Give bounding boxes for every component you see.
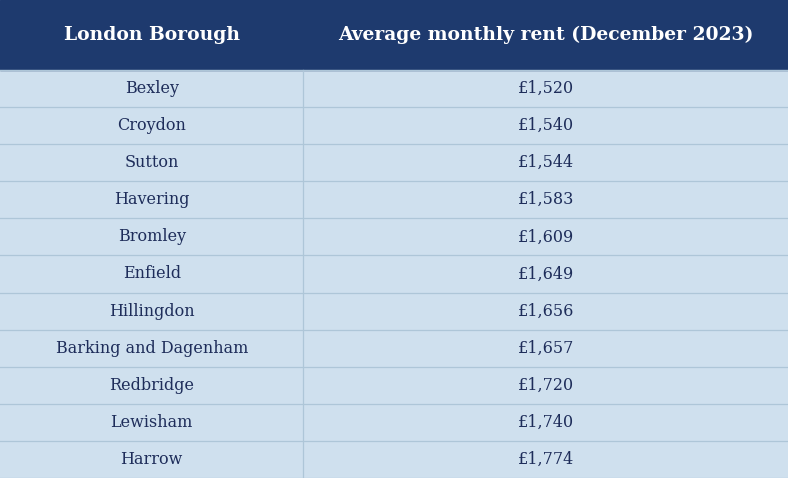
Text: £1,609: £1,609: [518, 228, 574, 245]
Text: Bromley: Bromley: [117, 228, 186, 245]
Text: £1,657: £1,657: [518, 340, 574, 357]
Text: £1,720: £1,720: [518, 377, 574, 394]
Text: £1,649: £1,649: [518, 265, 574, 282]
Bar: [0, 218, 788, 255]
Bar: [0, 367, 788, 404]
Text: Hillingdon: Hillingdon: [109, 303, 195, 320]
Text: Lewisham: Lewisham: [110, 414, 193, 431]
Text: £1,740: £1,740: [518, 414, 574, 431]
Text: £1,774: £1,774: [518, 451, 574, 468]
Bar: [0, 330, 788, 367]
Text: Sutton: Sutton: [125, 154, 179, 171]
Text: Redbridge: Redbridge: [110, 377, 194, 394]
Text: Harrow: Harrow: [121, 451, 183, 468]
Bar: [0, 181, 788, 218]
Bar: [0, 293, 788, 330]
Text: Croydon: Croydon: [117, 117, 186, 134]
Text: £1,583: £1,583: [518, 191, 574, 208]
Text: Enfield: Enfield: [123, 265, 180, 282]
Bar: [0, 404, 788, 441]
Bar: [0, 70, 788, 107]
Text: £1,520: £1,520: [518, 80, 574, 97]
Bar: [0, 441, 788, 478]
Bar: [0, 107, 788, 144]
Bar: [0, 144, 788, 181]
Text: Barking and Dagenham: Barking and Dagenham: [55, 340, 248, 357]
Bar: [0, 255, 788, 293]
Bar: [0, 0, 788, 70]
Text: Bexley: Bexley: [125, 80, 179, 97]
Text: Average monthly rent (December 2023): Average monthly rent (December 2023): [338, 26, 753, 44]
Text: £1,656: £1,656: [518, 303, 574, 320]
Text: £1,544: £1,544: [518, 154, 574, 171]
Text: London Borough: London Borough: [64, 26, 240, 44]
Text: Havering: Havering: [114, 191, 189, 208]
Text: £1,540: £1,540: [518, 117, 574, 134]
